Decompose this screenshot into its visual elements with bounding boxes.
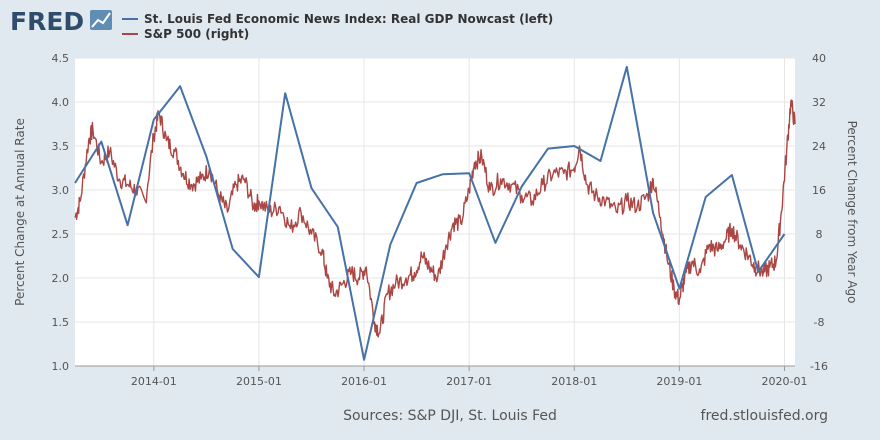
- fred-url-link[interactable]: fred.stlouisfed.org: [701, 408, 828, 424]
- legend-item-gdp-nowcast[interactable]: St. Louis Fed Economic News Index: Real …: [122, 12, 553, 26]
- x-tick-label: 2014-01: [131, 375, 177, 388]
- sources-note: Sources: S&P DJI, St. Louis Fed: [343, 408, 557, 424]
- series-line-gdp-nowcast: [74, 65, 786, 361]
- y-axis-left-ticks: 1.0 1.5 2.0 2.5 3.0 3.5 4.0 4.5: [52, 52, 70, 373]
- y-left-tick-label: 1.5: [52, 316, 70, 329]
- legend-label-gdp: St. Louis Fed Economic News Index: Real …: [144, 12, 553, 26]
- x-tick-label: 2020-01: [762, 375, 808, 388]
- legend: St. Louis Fed Economic News Index: Real …: [122, 12, 553, 41]
- x-tick-label: 2015-01: [236, 375, 282, 388]
- y-left-tick-label: 1.0: [52, 360, 70, 373]
- y-left-tick-label: 3.0: [52, 184, 70, 197]
- y-right-tick-label: 16: [812, 184, 826, 197]
- series-line-sp500: [74, 99, 796, 338]
- y-right-tick-label: -16: [810, 360, 828, 373]
- y-left-tick-label: 4.0: [52, 96, 70, 109]
- y-axis-right-ticks: -16 -8 0 8 16 24 32 40: [810, 52, 828, 373]
- plot-area: [75, 58, 795, 366]
- series-layer: [74, 65, 796, 361]
- y-left-tick-label: 2.5: [52, 228, 70, 241]
- y-left-tick-label: 3.5: [52, 140, 70, 153]
- fred-logo-text: FRED: [10, 7, 84, 36]
- x-tick-label: 2016-01: [341, 375, 387, 388]
- legend-label-sp500: S&P 500 (right): [144, 27, 249, 41]
- fred-logo[interactable]: FRED: [10, 7, 112, 36]
- y-right-tick-label: 8: [816, 228, 823, 241]
- x-tick-label: 2019-01: [656, 375, 702, 388]
- fred-logo-chart-icon: [90, 10, 112, 30]
- legend-item-sp500[interactable]: S&P 500 (right): [122, 27, 249, 41]
- y-right-tick-label: 32: [812, 96, 826, 109]
- y-axis-left-title: Percent Change at Annual Rate: [13, 118, 27, 306]
- gridlines: [75, 57, 795, 367]
- x-tick-label: 2017-01: [446, 375, 492, 388]
- y-right-tick-label: 24: [812, 140, 826, 153]
- y-left-tick-label: 4.5: [52, 52, 70, 65]
- y-right-tick-label: -8: [814, 316, 825, 329]
- y-axis-right-title: Percent Change from Year Ago: [845, 121, 859, 304]
- x-tick-label: 2018-01: [551, 375, 597, 388]
- y-left-tick-label: 2.0: [52, 272, 70, 285]
- y-right-tick-label: 40: [812, 52, 826, 65]
- x-axis-ticks: 2014-01 2015-01 2016-01 2017-01 2018-01 2019-…: [131, 366, 808, 388]
- y-right-tick-label: 0: [816, 272, 823, 285]
